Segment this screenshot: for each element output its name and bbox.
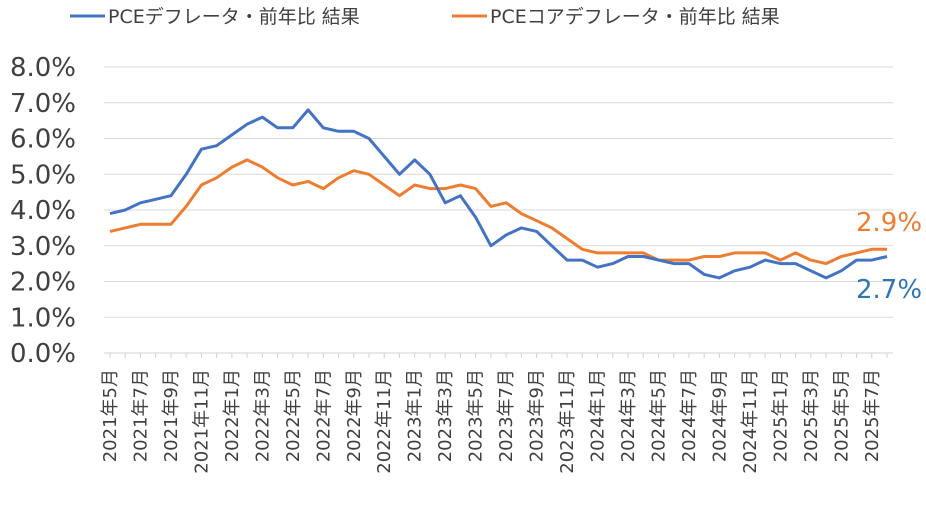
y-tick-label: 1.0% xyxy=(10,303,76,333)
legend-label-core: PCEコアデフレータ・前年比 結果 xyxy=(490,6,780,28)
x-tick-label: 2023年1月 xyxy=(405,369,426,462)
y-tick-label: 0.0% xyxy=(10,339,76,369)
y-tick-label: 2.0% xyxy=(10,268,76,298)
x-tick-label: 2023年11月 xyxy=(557,369,578,474)
y-axis-tick-labels: 0.0% 1.0% 2.0% 3.0% 4.0% 5.0% 6.0% 7.0% 8.0% xyxy=(10,53,76,369)
gridlines xyxy=(104,66,893,358)
x-tick-label: 2025年3月 xyxy=(801,369,822,462)
y-tick-label: 3.0% xyxy=(10,232,76,262)
x-tick-label: 2025年7月 xyxy=(862,369,883,462)
series-line-core-pce xyxy=(109,158,887,266)
legend-item-headline: PCEデフレータ・前年比 結果 xyxy=(70,6,360,28)
x-tick-label: 2021年9月 xyxy=(161,369,182,462)
legend-item-core: PCEコアデフレータ・前年比 結果 xyxy=(452,6,780,28)
y-tick-label: 8.0% xyxy=(10,53,76,83)
x-axis-tick-labels: 2021年5月 2021年7月 2021年9月 2021年11月 2022年1月 2022… xyxy=(100,369,883,474)
x-tick-label: 2023年3月 xyxy=(435,369,456,462)
x-tick-label: 2021年5月 xyxy=(100,369,121,462)
x-tick-label: 2022年11月 xyxy=(374,369,395,474)
x-tick-label: 2021年7月 xyxy=(130,369,151,462)
x-tick-label: 2022年7月 xyxy=(313,369,334,462)
series-line-headline-pce xyxy=(109,108,888,280)
end-label-headline: 2.7% xyxy=(856,275,922,305)
x-tick-label: 2024年9月 xyxy=(709,369,730,462)
x-tick-label: 2022年9月 xyxy=(344,369,365,462)
x-tick-label: 2022年1月 xyxy=(222,369,243,462)
x-tick-label: 2025年1月 xyxy=(770,369,791,462)
x-tick-label: 2025年5月 xyxy=(831,369,852,462)
x-tick-label: 2023年9月 xyxy=(527,369,548,462)
series-lines xyxy=(109,108,888,280)
y-tick-label: 5.0% xyxy=(10,160,76,190)
x-tick-label: 2024年11月 xyxy=(740,369,761,474)
x-tick-label: 2021年11月 xyxy=(191,369,212,474)
y-tick-label: 7.0% xyxy=(10,89,76,119)
x-tick-label: 2024年1月 xyxy=(588,369,609,462)
legend: PCEデフレータ・前年比 結果 PCEコアデフレータ・前年比 結果 xyxy=(70,6,780,28)
y-tick-label: 6.0% xyxy=(10,125,76,155)
x-tick-label: 2024年5月 xyxy=(648,369,669,462)
x-tick-label: 2023年7月 xyxy=(496,369,517,462)
x-tick-label: 2024年3月 xyxy=(618,369,639,462)
legend-label-headline: PCEデフレータ・前年比 結果 xyxy=(108,6,360,28)
x-tick-label: 2022年3月 xyxy=(252,369,273,462)
y-tick-label: 4.0% xyxy=(10,196,76,226)
x-tick-label: 2022年5月 xyxy=(283,369,304,462)
x-tick-label: 2023年5月 xyxy=(466,369,487,462)
end-label-core: 2.9% xyxy=(856,208,922,238)
x-tick-label: 2024年7月 xyxy=(679,369,700,462)
